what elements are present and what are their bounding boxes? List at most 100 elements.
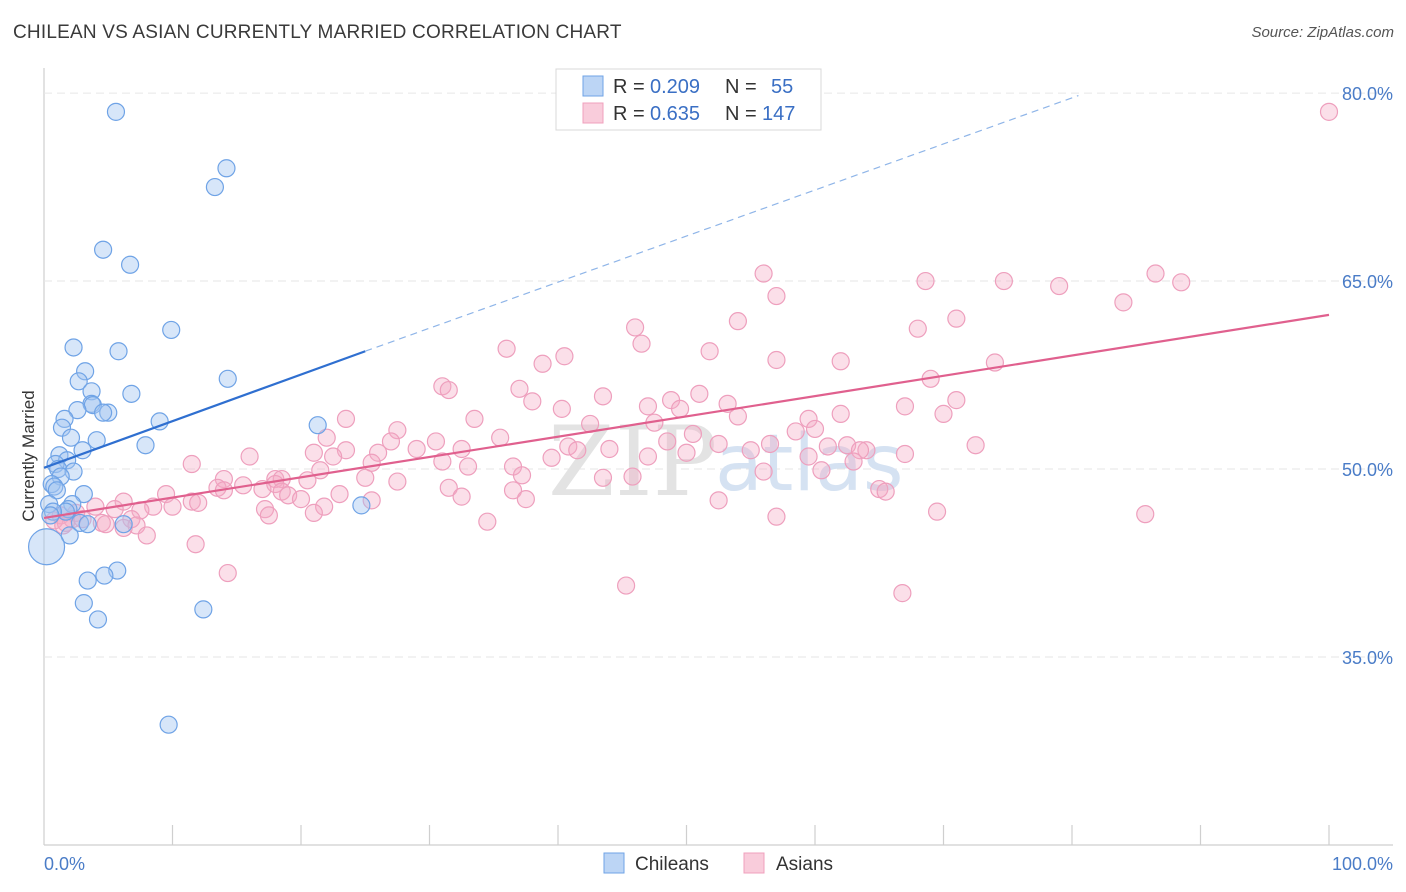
asians-point — [137, 526, 156, 545]
chileans-point — [47, 481, 66, 500]
asians-point — [503, 481, 523, 500]
asians-point — [718, 394, 737, 413]
trend-lines — [43, 95, 1330, 519]
y-tick-label: 35.0% — [1342, 648, 1393, 668]
asians-point — [895, 397, 915, 416]
chileans-point — [99, 403, 118, 422]
asians-point — [105, 500, 124, 519]
chileans-point — [109, 342, 128, 361]
chileans-point — [95, 566, 114, 585]
asians-point — [96, 515, 115, 534]
asians-point — [1146, 264, 1165, 283]
asians-point — [568, 441, 587, 460]
asians-point — [452, 439, 471, 459]
asians-point — [1319, 102, 1339, 121]
asians-point — [182, 492, 201, 511]
chileans-point — [88, 610, 108, 629]
asians-point — [916, 271, 935, 291]
asians-point — [369, 443, 388, 462]
asians-point — [163, 497, 182, 516]
asians-point — [1172, 273, 1191, 292]
asians-point — [542, 448, 561, 467]
chileans-trend-line — [43, 350, 366, 469]
asians-point — [658, 432, 677, 451]
asians-point — [799, 409, 818, 429]
asians-point — [218, 563, 237, 583]
y-axis-title: Currently Married — [19, 390, 38, 521]
asians-point — [812, 461, 831, 480]
asians-point — [497, 339, 516, 358]
asians-point — [638, 447, 658, 466]
chileans-point — [27, 528, 66, 566]
asians-point — [381, 432, 401, 451]
asians-point — [760, 434, 780, 454]
asians-point — [433, 452, 452, 471]
asians-point — [638, 397, 658, 416]
asians-point — [324, 447, 343, 466]
chileans-point — [78, 571, 97, 590]
chileans-point — [94, 240, 113, 259]
asians-point — [623, 467, 642, 486]
asians-point — [259, 506, 278, 525]
asians-point — [186, 535, 205, 554]
chileans-n-value: 55 — [771, 76, 793, 98]
asians-point — [625, 318, 645, 337]
chileans-point — [82, 382, 101, 401]
asians-point — [336, 409, 356, 429]
asians-bottom-swatch — [743, 852, 765, 874]
source-label: Source: ZipAtlas.com — [1251, 24, 1394, 41]
chileans-point — [122, 384, 141, 403]
asians-point — [876, 482, 895, 501]
chileans-point — [217, 159, 236, 178]
asians-point — [786, 422, 805, 441]
asians-point — [805, 419, 825, 439]
asians-point — [465, 409, 484, 429]
asians-point — [754, 264, 773, 283]
x-tick-label-min: 0.0% — [44, 854, 85, 874]
chileans-legend-swatch — [582, 75, 604, 97]
chileans-point — [352, 496, 371, 515]
asians-n-value: 147 — [762, 103, 795, 125]
chileans-point — [52, 418, 72, 437]
asians-point — [491, 428, 510, 447]
x-tick-label-max: 100.0% — [1332, 854, 1393, 874]
asians-point — [362, 491, 381, 510]
asians-point — [994, 271, 1013, 291]
y-tick-label: 80.0% — [1342, 84, 1393, 104]
asians-point — [362, 453, 381, 472]
chileans-point — [136, 436, 155, 455]
asians-point — [683, 424, 703, 444]
chileans-point — [78, 515, 97, 534]
asians-point — [850, 441, 870, 460]
asians-point — [478, 512, 497, 531]
chileans-series — [27, 102, 371, 734]
asians-point — [439, 380, 458, 400]
asians-point — [754, 462, 773, 481]
asians-point — [315, 497, 334, 516]
chileans-point — [194, 600, 213, 619]
chileans-point — [159, 715, 178, 734]
asians-point — [617, 576, 636, 595]
x-axis-ticks — [171, 825, 1330, 845]
chileans-point — [114, 515, 133, 534]
asians-point — [857, 441, 876, 460]
chileans-point — [308, 416, 327, 435]
asians-point — [1136, 505, 1155, 524]
asians-point — [767, 507, 786, 526]
chileans-point — [76, 362, 95, 381]
asians-point — [600, 439, 619, 459]
asians-point — [709, 434, 728, 454]
asians-point — [523, 392, 542, 411]
asians-point — [966, 436, 985, 455]
asians-point — [552, 399, 571, 418]
asians-point — [559, 437, 578, 456]
asians-point — [767, 286, 786, 306]
asians-point — [426, 432, 446, 451]
asians-point — [555, 347, 574, 366]
asians-point — [304, 443, 323, 462]
asians-point — [593, 468, 613, 487]
asians-point — [947, 309, 966, 328]
asians-point — [439, 478, 458, 497]
chileans-point — [68, 401, 87, 420]
chileans-point — [61, 428, 81, 447]
